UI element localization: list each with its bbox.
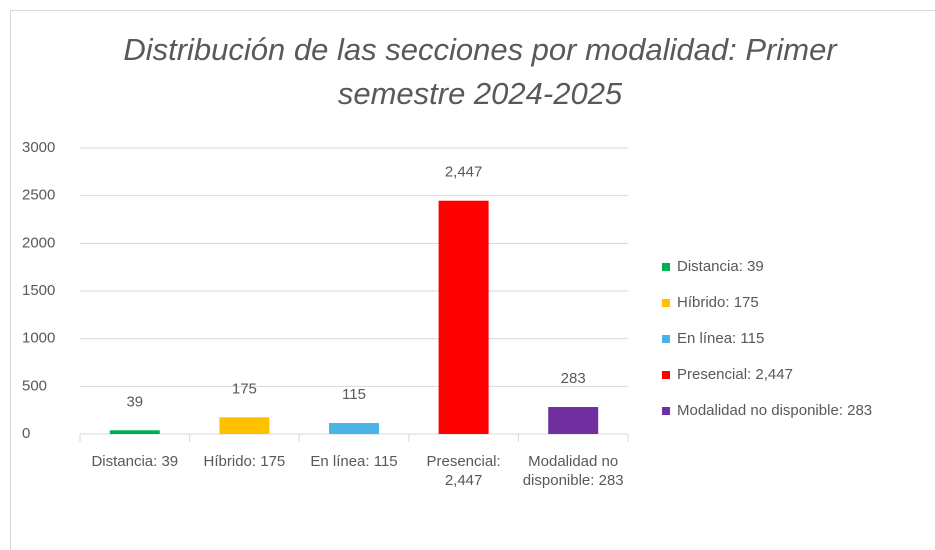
legend-swatch <box>662 407 670 415</box>
legend-label: Híbrido: 175 <box>677 294 759 311</box>
legend-swatch <box>662 299 670 307</box>
legend-swatch <box>662 335 670 343</box>
bar <box>548 407 599 434</box>
x-tick-label: Modalidad no disponible: 283 <box>522 453 624 489</box>
bar <box>438 200 489 434</box>
y-tick-label: 2000 <box>22 234 55 251</box>
x-tick-label: En línea: 115 <box>310 453 398 470</box>
y-tick-label: 3000 <box>22 139 55 156</box>
bar <box>219 417 270 434</box>
data-label: 39 <box>126 393 143 410</box>
x-tick-label: Híbrido: 175 <box>203 453 286 470</box>
bar <box>329 423 379 434</box>
y-tick-label: 1500 <box>22 282 55 299</box>
legend-label: Modalidad no disponible: 283 <box>677 402 872 419</box>
x-tick-label: Distancia: 39 <box>91 453 179 470</box>
data-label: 115 <box>342 386 366 403</box>
legend-label: Distancia: 39 <box>677 258 764 275</box>
legend-swatch <box>662 263 670 271</box>
y-tick-label: 2500 <box>22 187 55 204</box>
y-tick-label: 1000 <box>22 330 55 347</box>
legend-swatch <box>662 371 670 379</box>
legend-label: En línea: 115 <box>677 330 764 347</box>
x-tick-label: Presencial: 2,447 <box>426 453 501 489</box>
data-label: 175 <box>232 380 257 397</box>
y-tick-label: 0 <box>22 425 30 442</box>
data-label: 2,447 <box>445 164 483 181</box>
chart-title: Distribución de las secciones por modali… <box>123 32 837 111</box>
data-label: 283 <box>561 370 586 387</box>
bar <box>109 430 160 434</box>
y-tick-label: 500 <box>22 377 47 394</box>
chart-frame <box>10 10 935 550</box>
legend-label: Presencial: 2,447 <box>677 366 793 383</box>
